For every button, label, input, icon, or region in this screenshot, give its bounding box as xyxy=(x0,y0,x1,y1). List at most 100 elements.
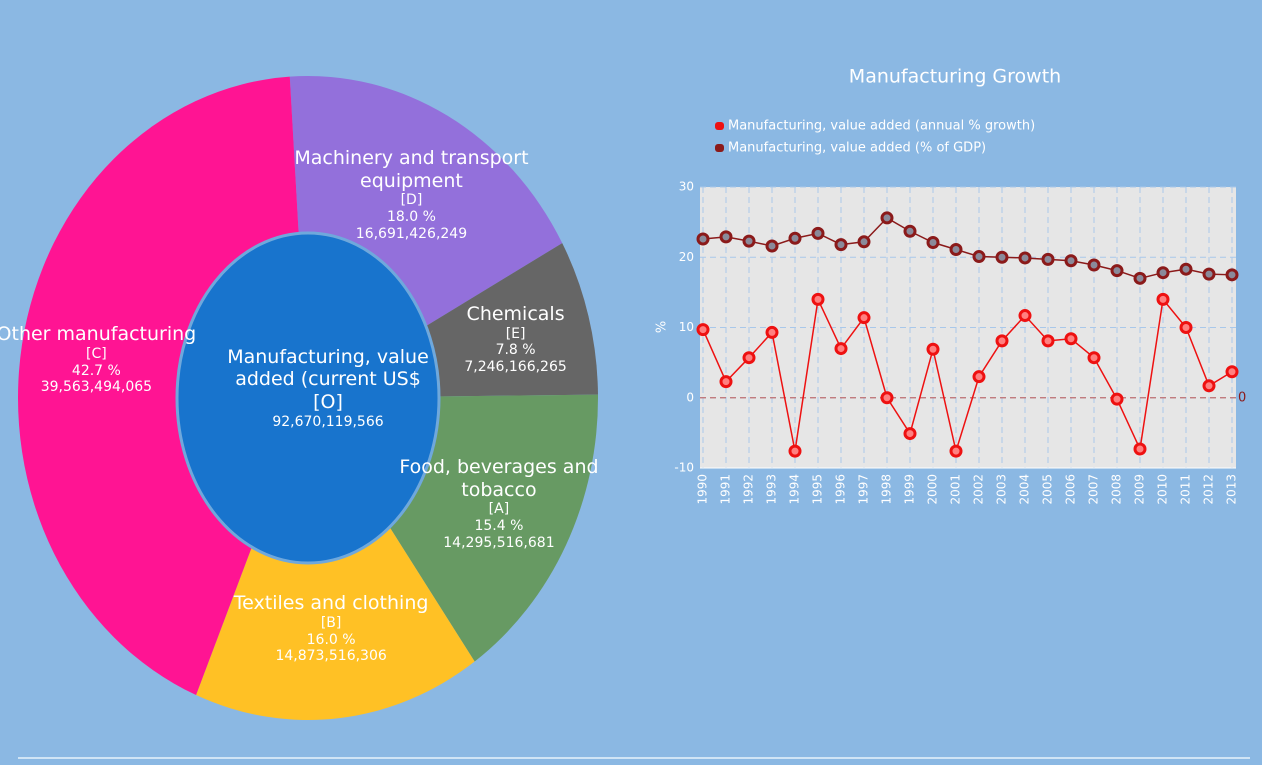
data-point xyxy=(880,211,894,225)
series-line xyxy=(702,296,1233,455)
x-tick-label: 2007 xyxy=(1087,474,1101,505)
segment-value: 14,873,516,306 xyxy=(275,648,387,665)
segment-percent: 16.0 % xyxy=(306,631,356,648)
legend-label: Manufacturing, value added (% of GDP) xyxy=(728,141,986,156)
data-point xyxy=(926,235,940,249)
x-tick-label: 2004 xyxy=(1018,474,1032,505)
data-point xyxy=(788,444,802,458)
segment-percent: 7.8 % xyxy=(495,342,536,359)
center-code: [O] xyxy=(313,391,343,414)
data-point xyxy=(1110,392,1124,406)
segment-code: [E] xyxy=(505,325,526,342)
data-point xyxy=(972,250,986,264)
reference-label: 0 xyxy=(1238,390,1246,405)
x-tick-label: 1997 xyxy=(857,474,871,505)
segment-code: [C] xyxy=(86,345,107,362)
data-point xyxy=(1179,262,1193,276)
x-tick-label: 2008 xyxy=(1110,474,1124,505)
data-point xyxy=(1202,267,1216,281)
data-point xyxy=(903,224,917,238)
segment-name: Chemicals xyxy=(466,302,565,325)
donut-center xyxy=(175,231,441,565)
data-point xyxy=(1179,321,1193,334)
center-value: 92,670,119,566 xyxy=(272,413,384,430)
data-point xyxy=(696,232,710,246)
data-point xyxy=(972,370,986,384)
segment-value: 16,691,426,249 xyxy=(355,226,468,243)
legend-swatch xyxy=(715,144,724,152)
data-point xyxy=(1225,365,1239,379)
segment-percent: 42.7 % xyxy=(71,362,121,379)
data-point xyxy=(1133,271,1147,285)
x-tick-label: 2006 xyxy=(1064,474,1078,505)
data-point xyxy=(857,311,871,325)
x-tick-label: 2013 xyxy=(1225,474,1239,505)
x-tick-label: 1991 xyxy=(719,474,733,505)
data-point xyxy=(1087,351,1101,365)
data-point xyxy=(811,292,825,306)
x-tick-label: 2001 xyxy=(949,474,963,505)
segment-name: Other manufacturing xyxy=(0,323,197,346)
data-point xyxy=(719,230,733,244)
chart-title: Manufacturing Growth xyxy=(849,66,1061,88)
data-point xyxy=(1202,379,1216,393)
data-point xyxy=(949,243,963,257)
y-tick-label: 20 xyxy=(679,250,694,264)
label-group: Food, beverages and tobacco [A] 15.4 % 14,2… xyxy=(364,456,634,552)
data-point xyxy=(926,342,940,356)
data-point xyxy=(1225,268,1239,282)
legend-swatch xyxy=(715,122,724,130)
segment-code: [A] xyxy=(488,501,510,518)
segment-code: [B] xyxy=(320,614,342,631)
y-tick-label: -10 xyxy=(674,461,694,475)
data-point xyxy=(742,234,756,248)
data-point xyxy=(1133,442,1147,456)
data-point xyxy=(1087,258,1101,272)
x-tick-label: 1993 xyxy=(765,474,779,505)
data-point xyxy=(995,334,1009,348)
x-tick-label: 1995 xyxy=(811,474,825,505)
label-group: Other manufacturing [C] 42.7 % 39,563,494,0… xyxy=(0,323,231,396)
x-tick-label: 2002 xyxy=(972,474,986,505)
data-point xyxy=(880,391,894,405)
data-point xyxy=(834,342,848,356)
label-group: Chemicals [E] 7.8 % 7,246,166,265 xyxy=(381,303,651,376)
data-point xyxy=(1156,266,1170,280)
x-tick-label: 2011 xyxy=(1179,474,1193,505)
data-point xyxy=(1064,332,1078,346)
x-tick-label: 2000 xyxy=(926,474,940,505)
segment-name: Machinery and transport equipment xyxy=(294,146,529,192)
segment-value: 7,246,166,265 xyxy=(464,359,567,376)
segment-percent: 15.4 % xyxy=(474,518,524,535)
x-tick-label: 2012 xyxy=(1202,474,1216,505)
segment-value: 39,563,494,065 xyxy=(40,379,153,396)
x-tick-label: 1994 xyxy=(788,474,802,505)
data-point xyxy=(949,444,963,458)
y-axis-label: % xyxy=(655,321,670,333)
data-point xyxy=(903,427,917,441)
donut-segment xyxy=(17,76,308,696)
x-tick-label: 1992 xyxy=(742,474,756,505)
data-point xyxy=(834,238,848,252)
label-group: Manufacturing, value added (current US$[… xyxy=(203,346,453,431)
data-point xyxy=(765,239,779,253)
x-tick-label: 2009 xyxy=(1133,474,1147,505)
data-point xyxy=(811,226,825,240)
data-point xyxy=(1110,264,1124,278)
center-label: Manufacturing, value added (current US$ xyxy=(227,345,429,391)
data-point xyxy=(765,325,779,339)
x-tick-label: 1999 xyxy=(903,474,917,505)
x-tick-label: 1998 xyxy=(880,474,894,505)
legend-label: Manufacturing, value added (annual % gro… xyxy=(728,119,1035,134)
data-point xyxy=(1064,254,1078,268)
segment-percent: 18.0 % xyxy=(386,209,436,226)
segment-value: 14,295,516,681 xyxy=(443,535,555,551)
segment-name: Textiles and clothing xyxy=(233,591,429,614)
data-point xyxy=(1041,334,1055,348)
segment-name: Food, beverages and tobacco xyxy=(399,455,599,501)
data-point xyxy=(1018,251,1032,265)
x-tick-label: 2003 xyxy=(995,474,1009,505)
x-tick-label: 1990 xyxy=(696,474,710,505)
